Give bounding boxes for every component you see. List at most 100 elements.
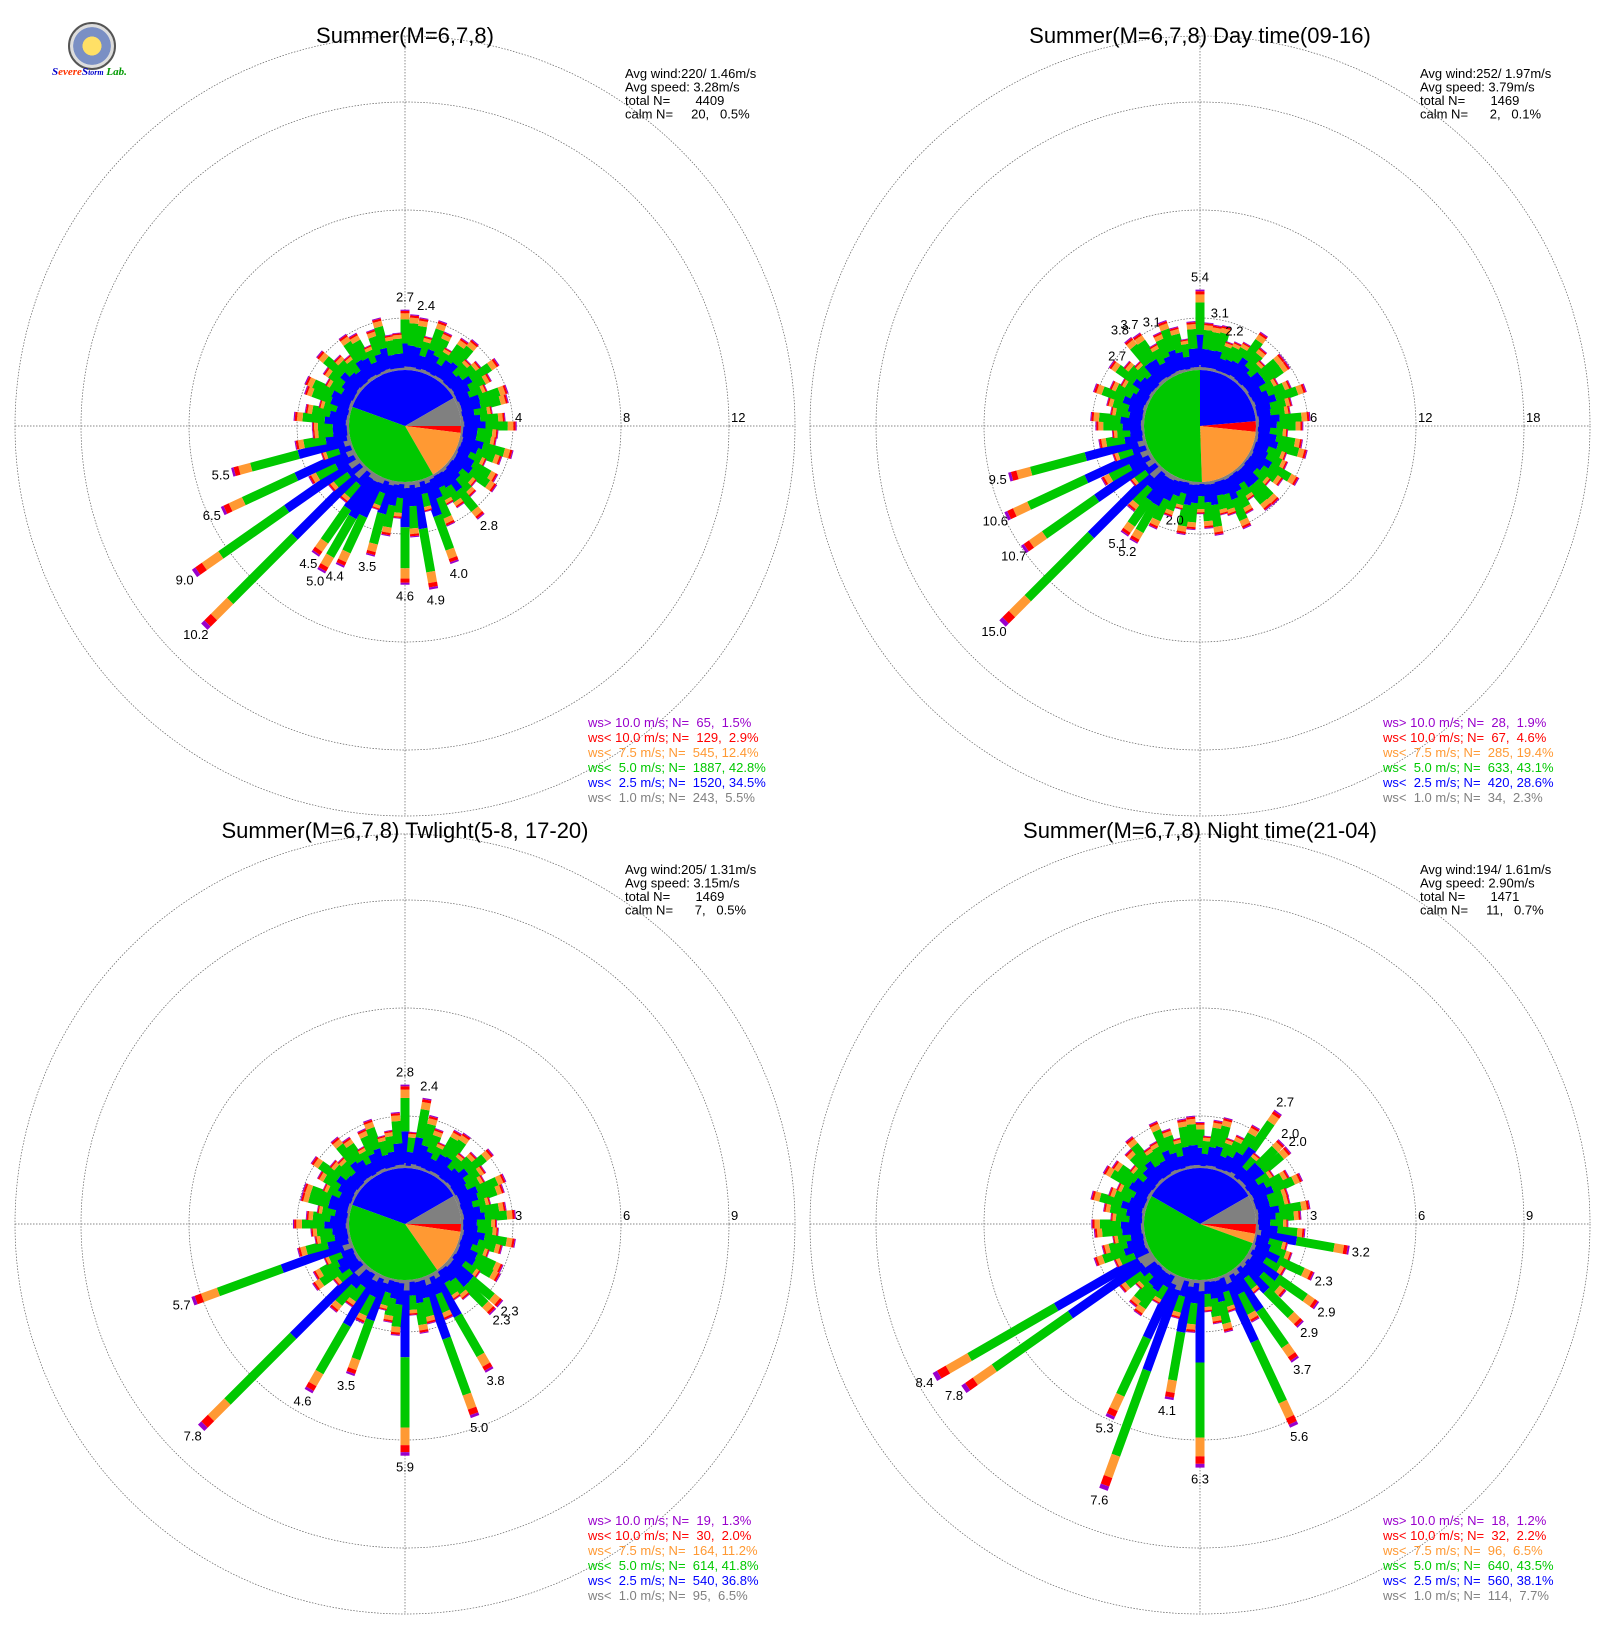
bar-segment-lt10: [1252, 1287, 1260, 1295]
bar-segment-lt5: [1160, 328, 1177, 353]
bar-segment-lt10: [965, 1377, 978, 1391]
bar-segment-lt7_5: [1165, 1379, 1177, 1393]
bar-segment-lt2_5: [462, 1206, 482, 1219]
bar-segment-lt10: [1161, 1129, 1171, 1134]
direction-bar: [1176, 480, 1195, 536]
bar-segment-lt2_5: [349, 370, 367, 388]
bar-segment-lt2_5: [461, 437, 484, 452]
bar-segment-lt2_5: [1125, 1234, 1145, 1248]
bar-segment-lt10: [318, 563, 329, 572]
bar-segment-lt1: [1219, 1272, 1232, 1286]
bar-value-label: 3.5: [337, 1378, 355, 1393]
bar-segment-lt7_5: [1144, 1147, 1155, 1156]
bar-segment-lt2_5: [455, 392, 472, 406]
bar-segment-lt2_5: [1251, 390, 1270, 406]
direction-bar: [1243, 1252, 1320, 1310]
bar-segment-lt7_5: [486, 406, 492, 416]
bar-segment-lt2_5: [422, 1283, 451, 1340]
bar-segment-lt7_5: [1105, 1203, 1112, 1213]
bar-segment-lt2_5: [1211, 1280, 1226, 1303]
bar-segment-lt1: [353, 1252, 362, 1262]
bar-segment-gt10: [1124, 336, 1132, 344]
bar-segment-lt1: [1219, 1169, 1229, 1176]
bar-value-label: 15.0: [981, 624, 1006, 639]
bar-segment-lt10: [1119, 1284, 1127, 1293]
bar-segment-lt5: [1220, 1290, 1235, 1308]
direction-bar: [1149, 342, 1176, 380]
bar-segment-lt7_5: [1271, 1141, 1283, 1153]
bar-segment-gt10: [191, 1295, 198, 1306]
bar-segment-gt10: [1259, 331, 1268, 338]
bar-segment-lt1: [363, 466, 373, 474]
bar-segment-lt2_5: [1163, 354, 1180, 375]
bar-segment-lt7_5: [348, 1357, 361, 1371]
direction-bar: [437, 1152, 466, 1184]
bar-segment-lt5: [1274, 386, 1299, 403]
bar-segment-lt2_5: [374, 352, 390, 373]
direction-bar: [1251, 383, 1307, 412]
bar-segment-lt7_5: [1093, 1191, 1102, 1202]
direction-bar: [1251, 440, 1288, 462]
bar-segment-lt2_5: [1129, 1229, 1144, 1241]
bar-value-label: 3.7: [1293, 1362, 1311, 1377]
pie-slice-lt10: [1200, 421, 1256, 432]
bar-segment-lt2_5: [1155, 1162, 1171, 1179]
bar-segment-lt2_5: [339, 1190, 355, 1204]
bar-segment-lt2_5: [1084, 449, 1143, 484]
bar-segment-lt5: [471, 1198, 487, 1211]
bar-segment-lt10: [1270, 496, 1279, 505]
bar-segment-lt5: [479, 413, 499, 424]
bar-segment-lt1: [1228, 469, 1237, 477]
bar-segment-lt2_5: [1221, 477, 1239, 501]
bar-segment-lt2_5: [1145, 473, 1169, 502]
bar-segment-lt10: [1134, 1308, 1143, 1316]
bar-segment-lt2_5: [1248, 1249, 1267, 1265]
direction-bar: [1133, 1267, 1172, 1317]
bar-segment-lt5: [347, 358, 363, 375]
bar-segment-lt5: [1178, 1126, 1191, 1148]
bar-segment-lt2_5: [443, 1168, 461, 1186]
bar-segment-lt1: [385, 1276, 395, 1282]
bar-segment-gt10: [460, 337, 469, 344]
direction-bar: [1219, 1134, 1245, 1176]
direction-bar: [457, 394, 509, 416]
bar-segment-lt2_5: [336, 1174, 359, 1194]
bar-segment-lt5: [338, 359, 356, 377]
bar-segment-lt10: [1109, 360, 1117, 370]
bar-segment-lt2_5: [1130, 390, 1149, 406]
bar-segment-lt2_5: [1133, 1189, 1150, 1204]
bar-segment-lt2_5: [460, 401, 482, 416]
direction-bar: [410, 1097, 432, 1170]
direction-bar: [1205, 480, 1224, 536]
direction-bar: [314, 1229, 351, 1245]
bar-segment-lt7_5: [489, 1293, 501, 1305]
direction-bar: [1214, 1137, 1236, 1173]
bar-segment-lt7_5: [366, 331, 377, 339]
bar-segment-lt7_5: [471, 506, 483, 517]
bar-segment-lt5: [372, 490, 386, 506]
bar-segment-gt10: [1259, 347, 1268, 354]
stats-line: Avg wind:205/ 1.31m/s: [625, 862, 757, 877]
bar-segment-lt1: [1243, 1187, 1251, 1196]
bar-segment-lt7_5: [1278, 451, 1286, 461]
legend-row-lt1: ws< 1.0 m/s; N= 34, 2.3%: [1382, 790, 1543, 805]
bar-segment-lt10: [330, 1160, 338, 1168]
bar-segment-lt2_5: [405, 1151, 416, 1167]
bar-segment-lt2_5: [1230, 357, 1250, 380]
chart-title: Summer(M=6,7,8) Day time(09-16): [1029, 23, 1371, 48]
bar-segment-lt1: [1148, 388, 1157, 398]
pie-slice-lt5: [1144, 1196, 1253, 1280]
bar-segment-lt1: [352, 1260, 369, 1277]
bar-segment-lt7_5: [316, 1234, 322, 1244]
bar-segment-lt5: [1275, 1211, 1295, 1222]
bar-segment-lt5: [1132, 483, 1153, 506]
bar-segment-gt10: [1296, 1320, 1304, 1328]
direction-bar: [1129, 472, 1176, 544]
bar-segment-lt2_5: [457, 1239, 473, 1253]
bar-segment-lt1: [1210, 1276, 1220, 1283]
bar-segment-lt2_5: [435, 359, 454, 381]
direction-bar: [1200, 1279, 1213, 1313]
bar-segment-lt2_5: [1138, 1258, 1158, 1277]
direction-bar: [337, 1156, 369, 1188]
bar-segment-lt10: [1163, 512, 1173, 517]
